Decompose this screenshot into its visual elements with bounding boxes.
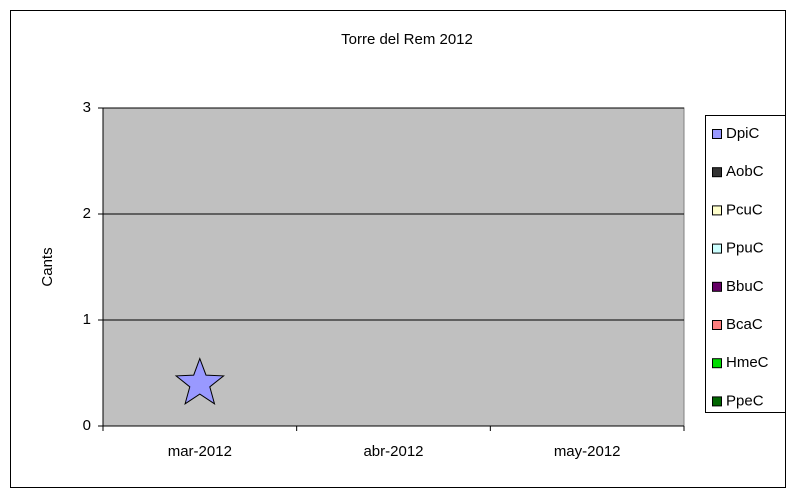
y-tick-label: 1 [83,311,91,328]
legend-label: PpeC [726,392,764,409]
legend-label: BcaC [726,316,763,333]
legend-swatch [712,243,722,254]
legend-label: DpiC [726,125,760,142]
legend-swatch [712,281,722,292]
legend-swatch [712,396,722,407]
legend-swatch [712,167,722,178]
legend-swatch [712,320,722,330]
chart-title: Torre del Rem 2012 [341,31,473,48]
legend-label: PcuC [726,201,763,218]
legend-label: PpuC [726,240,764,257]
legend-swatch [712,129,722,139]
y-axis-label: Cants [39,247,56,286]
marker [174,357,225,405]
legend-label: AobC [726,163,764,180]
legend-label: BbuC [726,278,764,295]
x-tick-label: abr-2012 [363,443,423,460]
y-tick-label: 3 [83,99,91,116]
x-tick-label: mar-2012 [168,443,232,460]
y-tick-label: 2 [83,205,91,222]
legend-label: HmeC [726,354,769,371]
legend-swatch [712,358,722,369]
y-tick-label: 0 [83,417,91,434]
legend-swatch [712,205,722,216]
x-tick-label: may-2012 [554,443,621,460]
